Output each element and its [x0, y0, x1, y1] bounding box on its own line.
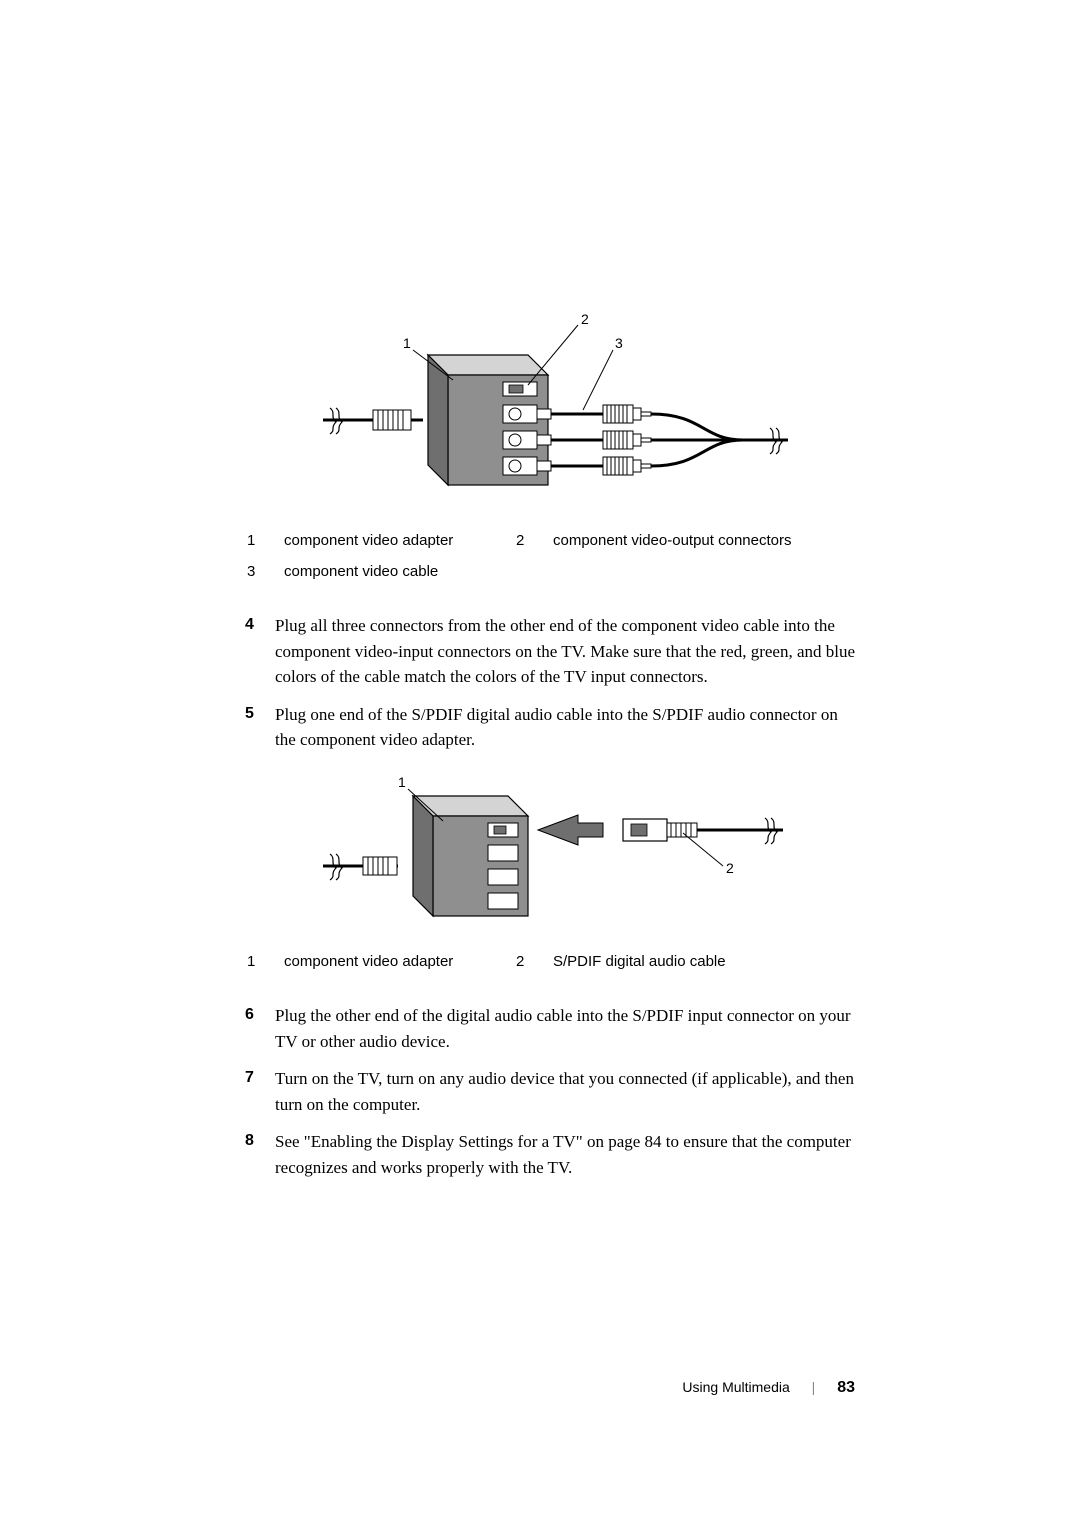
- legend-num: 1: [247, 527, 282, 556]
- legend-num: 2: [516, 527, 551, 556]
- legend-label: component video-output connectors: [553, 527, 858, 556]
- legend-num: 3: [247, 558, 282, 587]
- legend-label: component video cable: [284, 558, 514, 587]
- legend-num: 2: [516, 948, 551, 977]
- step-number: 4: [245, 613, 275, 690]
- legend-num: 1: [247, 948, 282, 977]
- figure-component-video-cable: 1 2 3: [303, 310, 803, 500]
- callout-1: 1: [403, 335, 411, 351]
- footer-page-number: 83: [837, 1379, 855, 1396]
- step-text: Turn on the TV, turn on any audio device…: [275, 1066, 860, 1117]
- step-text: Plug all three connectors from the other…: [275, 613, 860, 690]
- step-number: 8: [245, 1129, 275, 1180]
- callout-2: 2: [581, 311, 589, 327]
- callout-1: 1: [398, 774, 406, 790]
- figure2-legend: 1 component video adapter 2 S/PDIF digit…: [245, 946, 860, 979]
- step-number: 5: [245, 702, 275, 753]
- legend-label: component video adapter: [284, 948, 514, 977]
- figure-spdif-cable: 1 2: [303, 771, 803, 921]
- page-footer: Using Multimedia | 83: [682, 1379, 855, 1397]
- step-text: Plug the other end of the digital audio …: [275, 1003, 860, 1054]
- callout-2: 2: [726, 860, 734, 876]
- step-number: 6: [245, 1003, 275, 1054]
- step-text: Plug one end of the S/PDIF digital audio…: [275, 702, 860, 753]
- step-text: See "Enabling the Display Settings for a…: [275, 1129, 860, 1180]
- legend-label: S/PDIF digital audio cable: [553, 948, 858, 977]
- footer-section: Using Multimedia: [682, 1379, 789, 1395]
- footer-separator: |: [812, 1379, 816, 1395]
- step-number: 7: [245, 1066, 275, 1117]
- legend-label: component video adapter: [284, 527, 514, 556]
- callout-3: 3: [615, 335, 623, 351]
- steps-list-b: 6 Plug the other end of the digital audi…: [245, 1003, 860, 1180]
- figure1-legend: 1 component video adapter 2 component vi…: [245, 525, 860, 588]
- steps-list-a: 4 Plug all three connectors from the oth…: [245, 613, 860, 753]
